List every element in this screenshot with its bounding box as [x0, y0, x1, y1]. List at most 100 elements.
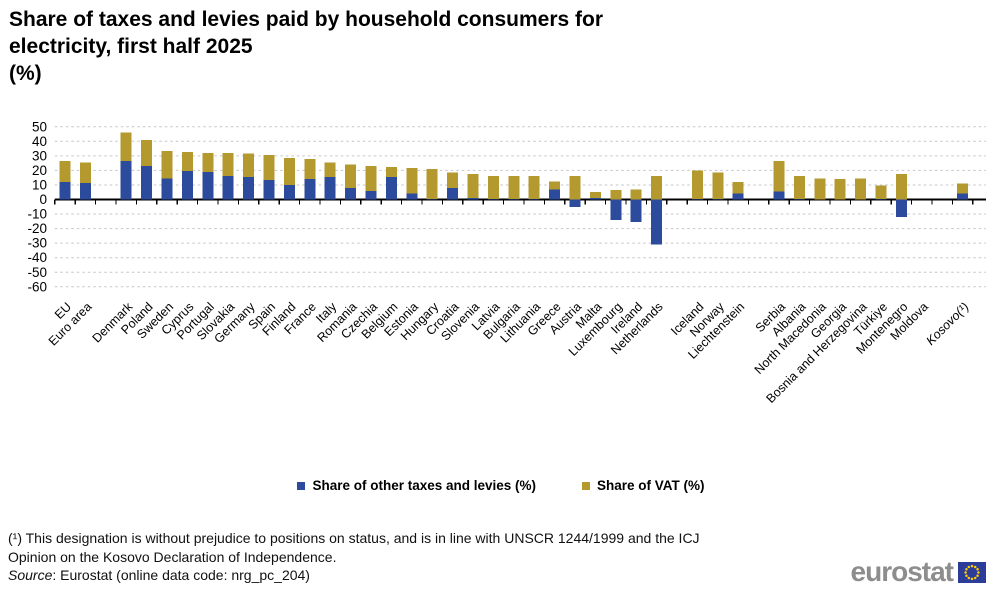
bar-vat-Luxembourg	[610, 190, 622, 200]
bar-vat-Slovenia	[467, 174, 479, 199]
bar-other-Netherlands	[651, 199, 663, 245]
footnote-line1: (¹) This designation is without prejudic…	[8, 530, 700, 546]
bar-vat-Germany	[243, 153, 255, 177]
bar-other-Belgium	[385, 176, 397, 200]
bar-vat-Sweden	[161, 150, 173, 179]
bar-vat-Poland	[141, 139, 153, 167]
bar-vat-Ireland	[630, 189, 642, 200]
bar-other-Cyprus	[181, 171, 193, 200]
bar-vat-Malta	[589, 192, 601, 199]
bar-vat-Spain	[263, 155, 275, 180]
y-tick-label-0: 0	[39, 192, 47, 207]
y-tick-label--20: -20	[27, 221, 47, 236]
chart-title-line2: electricity, first half 2025	[9, 35, 253, 58]
bar-vat-Serbia	[773, 160, 785, 192]
bar-vat-Romania	[345, 164, 357, 188]
y-tick-label-50: 50	[32, 119, 47, 134]
legend-label-other-taxes: Share of other taxes and levies (%)	[312, 478, 537, 493]
footnote: (¹) This designation is without prejudic…	[8, 529, 700, 567]
bar-vat-Euro area	[79, 162, 91, 183]
bar-other-Liechtenstein	[732, 193, 744, 200]
bar-vat-Italy	[324, 162, 336, 177]
y-tick-label-20: 20	[32, 163, 47, 178]
bar-other-Romania	[345, 187, 357, 200]
bar-vat-Latvia	[487, 176, 499, 199]
y-tick-label--10: -10	[27, 207, 47, 222]
bar-other-Iceland	[691, 198, 703, 200]
bar-other-Greece	[549, 189, 561, 200]
bar-other-France	[304, 179, 316, 200]
bar-other-Italy	[324, 176, 336, 200]
bar-vat-Greece	[549, 181, 561, 190]
legend-item-other-taxes: Share of other taxes and levies (%)	[297, 478, 536, 493]
eurostat-logo-text: eurostat	[850, 556, 954, 587]
bar-other-Albania	[793, 198, 805, 200]
bar-other-Montenegro	[895, 199, 907, 217]
bar-other-Latvia	[487, 198, 499, 200]
bar-other-Portugal	[202, 171, 214, 200]
bar-vat-Liechtenstein	[732, 182, 744, 194]
legend-swatch-vat	[582, 481, 591, 490]
bar-vat-Portugal	[202, 152, 214, 172]
footnote-line2: Opinion on the Kosovo Declaration of Ind…	[8, 549, 337, 565]
bar-other-Lithuania	[528, 198, 540, 200]
bar-other-Slovakia	[222, 176, 234, 200]
bar-other-Poland	[141, 166, 153, 200]
bar-other-Kosovo(¹)	[957, 193, 969, 200]
bar-other-Hungary	[426, 198, 438, 200]
chart-title-line1: Share of taxes and levies paid by househ…	[9, 8, 603, 31]
bar-other-Austria	[569, 199, 581, 207]
x-label-Kosovo(¹): Kosovo(¹)	[924, 300, 972, 348]
bar-other-Ireland	[630, 199, 642, 223]
bar-vat-Georgia	[834, 179, 846, 200]
bar-other-Croatia	[447, 187, 459, 200]
bar-vat-Albania	[793, 176, 805, 199]
bar-vat-Kosovo(¹)	[957, 183, 969, 194]
bar-vat-Austria	[569, 176, 581, 200]
bar-other-Czechia	[365, 190, 377, 200]
bar-vat-France	[304, 158, 316, 180]
chart-legend: Share of other taxes and levies (%) Shar…	[0, 478, 1002, 493]
bar-other-Bulgaria	[508, 198, 520, 200]
bar-other-Serbia	[773, 191, 785, 200]
source-text: : Eurostat (online data code: nrg_pc_204…	[52, 567, 310, 583]
bar-vat-Denmark	[120, 132, 132, 161]
bar-vat-Slovakia	[222, 152, 234, 177]
bar-vat-Lithuania	[528, 176, 540, 199]
y-tick-label-10: 10	[32, 177, 47, 192]
bar-other-Norway	[712, 198, 724, 200]
chart-title: Share of taxes and levies paid by househ…	[9, 6, 603, 87]
bar-vat-Norway	[712, 172, 724, 199]
bar-vat-Türkiye	[875, 185, 887, 199]
bar-vat-EU	[59, 160, 71, 183]
bar-vat-Montenegro	[895, 174, 907, 200]
bar-other-Germany	[243, 176, 255, 200]
y-tick-label--60: -60	[27, 279, 47, 294]
bar-other-Luxembourg	[610, 199, 622, 220]
bar-other-EU	[59, 182, 71, 200]
y-tick-label-30: 30	[32, 148, 47, 163]
bar-vat-Netherlands	[651, 176, 663, 200]
bar-vat-Finland	[283, 158, 295, 185]
bar-vat-Cyprus	[181, 152, 193, 172]
bar-vat-Estonia	[406, 168, 418, 194]
eurostat-logo: eurostat	[851, 556, 986, 588]
bar-other-Denmark	[120, 160, 132, 200]
y-tick-label--40: -40	[27, 250, 47, 265]
bar-other-Türkiye	[875, 198, 887, 200]
bar-vat-Belgium	[385, 166, 397, 177]
bar-other-Estonia	[406, 193, 418, 200]
bar-other-Euro area	[79, 182, 91, 200]
y-tick-label-40: 40	[32, 134, 47, 149]
bar-vat-Croatia	[447, 172, 459, 188]
bar-other-Finland	[283, 184, 295, 200]
y-tick-label--50: -50	[27, 265, 47, 280]
bar-other-Sweden	[161, 178, 173, 200]
bar-other-Spain	[263, 179, 275, 200]
bar-vat-Hungary	[426, 168, 438, 199]
chart-title-line3: (%)	[9, 62, 42, 85]
legend-item-vat: Share of VAT (%)	[582, 478, 705, 493]
legend-swatch-other-taxes	[297, 481, 306, 490]
